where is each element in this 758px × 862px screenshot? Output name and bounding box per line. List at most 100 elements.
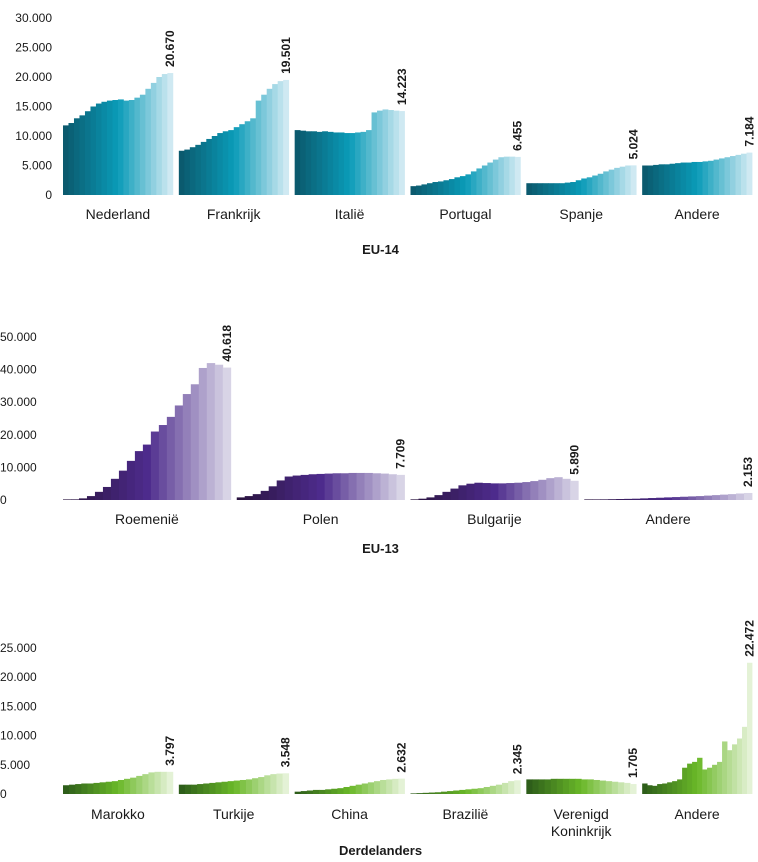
- bar: [556, 778, 564, 794]
- bar: [396, 474, 405, 500]
- y-tick-label: 0: [0, 787, 7, 801]
- bar: [277, 81, 284, 195]
- bar: [101, 101, 108, 195]
- y-tick-label: 25.000: [15, 41, 52, 55]
- bar: [78, 498, 88, 500]
- bar: [490, 483, 499, 500]
- bar: [675, 163, 682, 195]
- bar: [532, 779, 539, 794]
- bar: [322, 131, 329, 195]
- bar: [656, 497, 665, 500]
- bar-group: 14.223: [294, 68, 409, 195]
- bar: [69, 784, 76, 794]
- bar: [691, 161, 698, 195]
- bar: [608, 499, 617, 500]
- bar: [697, 757, 703, 794]
- bar: [713, 159, 720, 195]
- bar: [465, 174, 472, 195]
- bar: [300, 474, 310, 500]
- bar: [514, 156, 521, 195]
- bar-group: 40.618: [63, 325, 234, 500]
- bar: [554, 477, 563, 500]
- bar: [735, 154, 742, 195]
- bar: [86, 496, 96, 500]
- bar: [261, 94, 268, 195]
- bar: [81, 783, 88, 794]
- bar: [184, 784, 192, 794]
- bar: [233, 780, 241, 794]
- bar: [492, 159, 499, 195]
- bar: [717, 761, 723, 794]
- bar: [630, 165, 637, 195]
- data-label: 3.548: [279, 737, 293, 767]
- bar: [343, 786, 350, 794]
- bar: [707, 767, 713, 794]
- category-label: Turkije: [213, 806, 255, 822]
- bar-group: 20.670: [63, 30, 177, 195]
- bar: [728, 494, 737, 500]
- bar: [255, 100, 262, 195]
- bar: [553, 183, 560, 195]
- bar: [448, 179, 455, 195]
- bar: [102, 486, 112, 500]
- bar: [614, 167, 621, 195]
- y-tick-label: 10.000: [0, 729, 37, 743]
- bar: [737, 738, 743, 794]
- bar: [522, 482, 531, 500]
- bar: [722, 741, 728, 794]
- y-tick-label: 20.000: [15, 70, 52, 84]
- bar: [498, 483, 507, 500]
- bar: [250, 118, 257, 195]
- bar: [386, 779, 393, 794]
- bar: [68, 123, 75, 195]
- bar: [244, 496, 254, 500]
- category-label: Frankrijk: [207, 206, 262, 222]
- y-tick-label: 10.000: [15, 129, 52, 143]
- bar: [184, 149, 191, 195]
- bar: [489, 785, 497, 794]
- bar: [712, 764, 718, 794]
- bar: [537, 183, 544, 195]
- bar: [145, 88, 152, 195]
- bar-group: 3.548: [178, 737, 293, 794]
- bar: [276, 773, 283, 794]
- y-tick-label: 30.000: [15, 11, 52, 25]
- bar: [584, 499, 593, 500]
- bar: [441, 791, 448, 794]
- bar: [442, 491, 451, 500]
- bar: [575, 778, 582, 794]
- y-tick-label: 30.000: [0, 395, 37, 409]
- category-label: Andere: [646, 511, 691, 527]
- bar-group: 22.472: [642, 620, 757, 794]
- chart-title: EU-13: [362, 541, 399, 556]
- bar: [79, 115, 86, 195]
- bar-group: 3.797: [63, 735, 177, 794]
- bar: [73, 118, 80, 195]
- bar: [361, 783, 369, 794]
- bar: [450, 488, 459, 500]
- bar: [90, 106, 97, 195]
- bar: [148, 772, 155, 794]
- bar: [93, 782, 101, 794]
- bar: [117, 779, 125, 794]
- bar: [724, 157, 731, 195]
- bar: [702, 769, 708, 794]
- bar: [421, 184, 428, 195]
- bar: [603, 171, 610, 195]
- bar: [677, 779, 683, 794]
- bar: [305, 131, 312, 195]
- bar: [99, 782, 107, 794]
- bar: [642, 165, 649, 195]
- chart-panel-3: 0 5.000 10.000 15.000 20.000 25.000 3.797 Marok…: [0, 620, 757, 858]
- bar: [294, 791, 302, 794]
- bar: [94, 491, 104, 500]
- bar: [209, 782, 216, 794]
- bar: [377, 110, 383, 195]
- y-tick-label: 40.000: [0, 363, 37, 377]
- category-label: Roemenië: [115, 511, 179, 527]
- bar: [564, 182, 571, 195]
- bar: [481, 165, 488, 195]
- y-tick-label: 0: [0, 493, 7, 507]
- bar: [548, 183, 555, 195]
